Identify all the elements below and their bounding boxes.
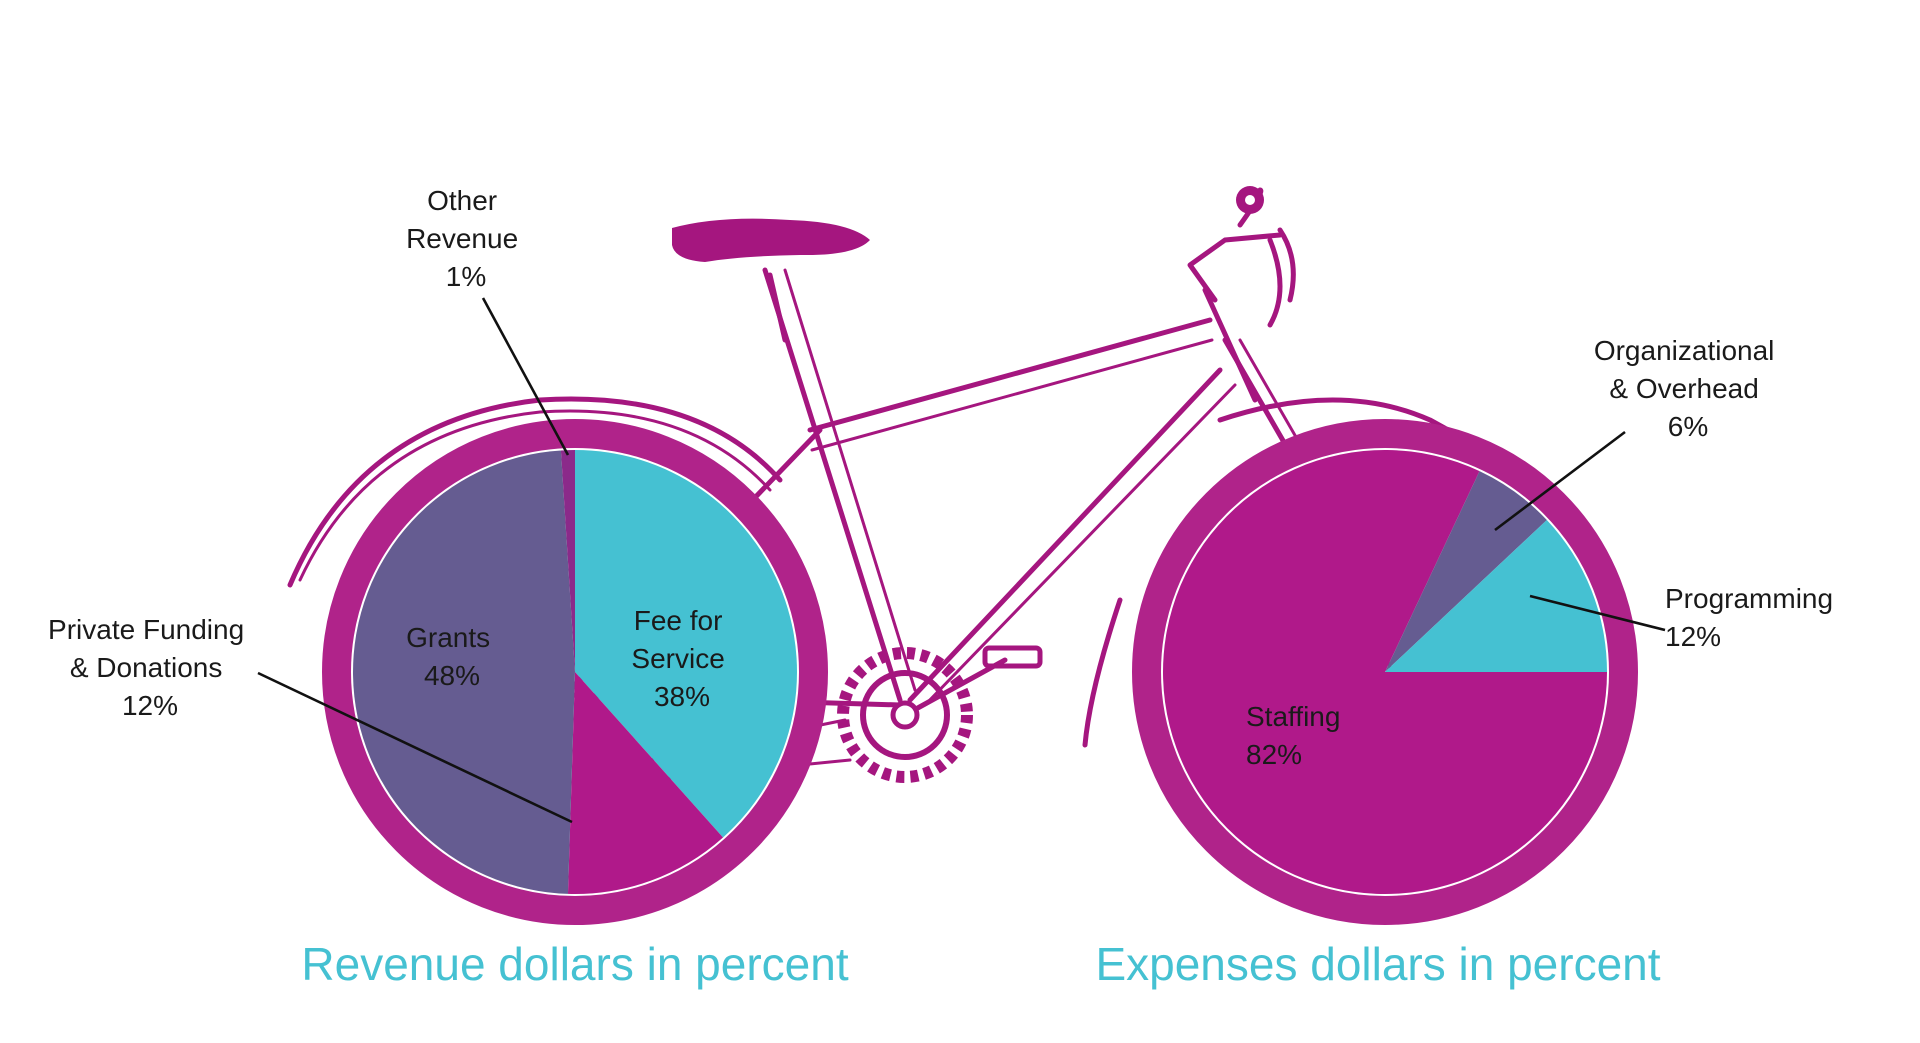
label-other-revenue: Other Revenue 1% xyxy=(406,185,526,292)
label-private-funding-line1: Private Funding xyxy=(48,614,244,645)
label-staffing-line1: Staffing xyxy=(1246,701,1340,732)
label-organizational: Organizational & Overhead 6% xyxy=(1594,335,1782,442)
top-tube-inner xyxy=(810,338,1214,452)
expenses-pie xyxy=(1163,450,1607,894)
expenses-title: Expenses dollars in percent xyxy=(1095,938,1660,990)
leader-private-funding xyxy=(257,671,573,824)
label-staffing: Staffing 82% xyxy=(1246,701,1348,770)
seat-tube xyxy=(762,267,903,703)
label-fee-pct: 38% xyxy=(654,681,710,712)
leader-organizational xyxy=(1494,430,1626,532)
handlebar-stem xyxy=(1187,232,1283,303)
label-private-funding-pct: 12% xyxy=(122,690,178,721)
revenue-title: Revenue dollars in percent xyxy=(301,938,848,990)
expenses-slice-programming xyxy=(1385,520,1607,672)
leader-other-revenue xyxy=(481,297,570,456)
handlebar-grip-hole xyxy=(1245,195,1255,205)
seat-tube-inner xyxy=(783,268,917,692)
revenue-labels: Other Revenue 1% Grants 48% Fee for Serv… xyxy=(48,185,732,721)
saddle xyxy=(672,218,870,262)
label-other-revenue-line2: Revenue xyxy=(406,223,518,254)
label-grants: Grants 48% xyxy=(406,622,498,691)
top-tube xyxy=(807,317,1213,433)
bottom-bracket xyxy=(890,700,920,730)
label-private-funding-line2: & Donations xyxy=(70,652,223,683)
label-grants-line1: Grants xyxy=(406,622,490,653)
revenue-slice-fee-for-service xyxy=(575,450,797,838)
label-organizational-pct: 6% xyxy=(1668,411,1708,442)
label-fee-for-service: Fee for Service 38% xyxy=(631,605,732,712)
down-tube-inner xyxy=(923,383,1237,707)
label-fee-line2: Service xyxy=(631,643,724,674)
label-staffing-pct: 82% xyxy=(1246,739,1302,770)
revenue-pie xyxy=(352,450,797,895)
label-programming: Programming 12% xyxy=(1665,583,1841,652)
revenue-slice-other-revenue xyxy=(560,450,575,672)
seat-post xyxy=(767,272,788,343)
label-private-funding: Private Funding & Donations 12% xyxy=(48,614,252,721)
label-other-revenue-pct: 1% xyxy=(446,261,486,292)
label-other-revenue-line1: Other xyxy=(427,185,497,216)
rear-mudguard-inner xyxy=(298,409,772,582)
label-programming-line1: Programming xyxy=(1665,583,1833,614)
label-fee-line1: Fee for xyxy=(634,605,723,636)
head-tube xyxy=(1202,287,1258,403)
label-organizational-line2: & Overhead xyxy=(1609,373,1758,404)
label-grants-pct: 48% xyxy=(424,660,480,691)
label-organizational-line1: Organizational xyxy=(1594,335,1775,366)
leader-programming xyxy=(1529,594,1666,632)
leader-lines xyxy=(257,297,1666,824)
crank-arm xyxy=(902,657,1008,718)
pedal xyxy=(982,645,1043,669)
rear-tire xyxy=(322,419,828,925)
front-mudguard-tail xyxy=(1082,597,1123,748)
chainring xyxy=(837,647,973,783)
revenue-slice-grants xyxy=(352,450,575,894)
down-tube xyxy=(907,367,1223,703)
front-tire xyxy=(1132,419,1638,925)
label-programming-pct: 12% xyxy=(1665,621,1721,652)
chainring-inner xyxy=(860,670,950,760)
expenses-labels: Organizational & Overhead 6% Programming… xyxy=(1246,335,1841,770)
revenue-slice-private-funding-donations xyxy=(567,672,724,895)
